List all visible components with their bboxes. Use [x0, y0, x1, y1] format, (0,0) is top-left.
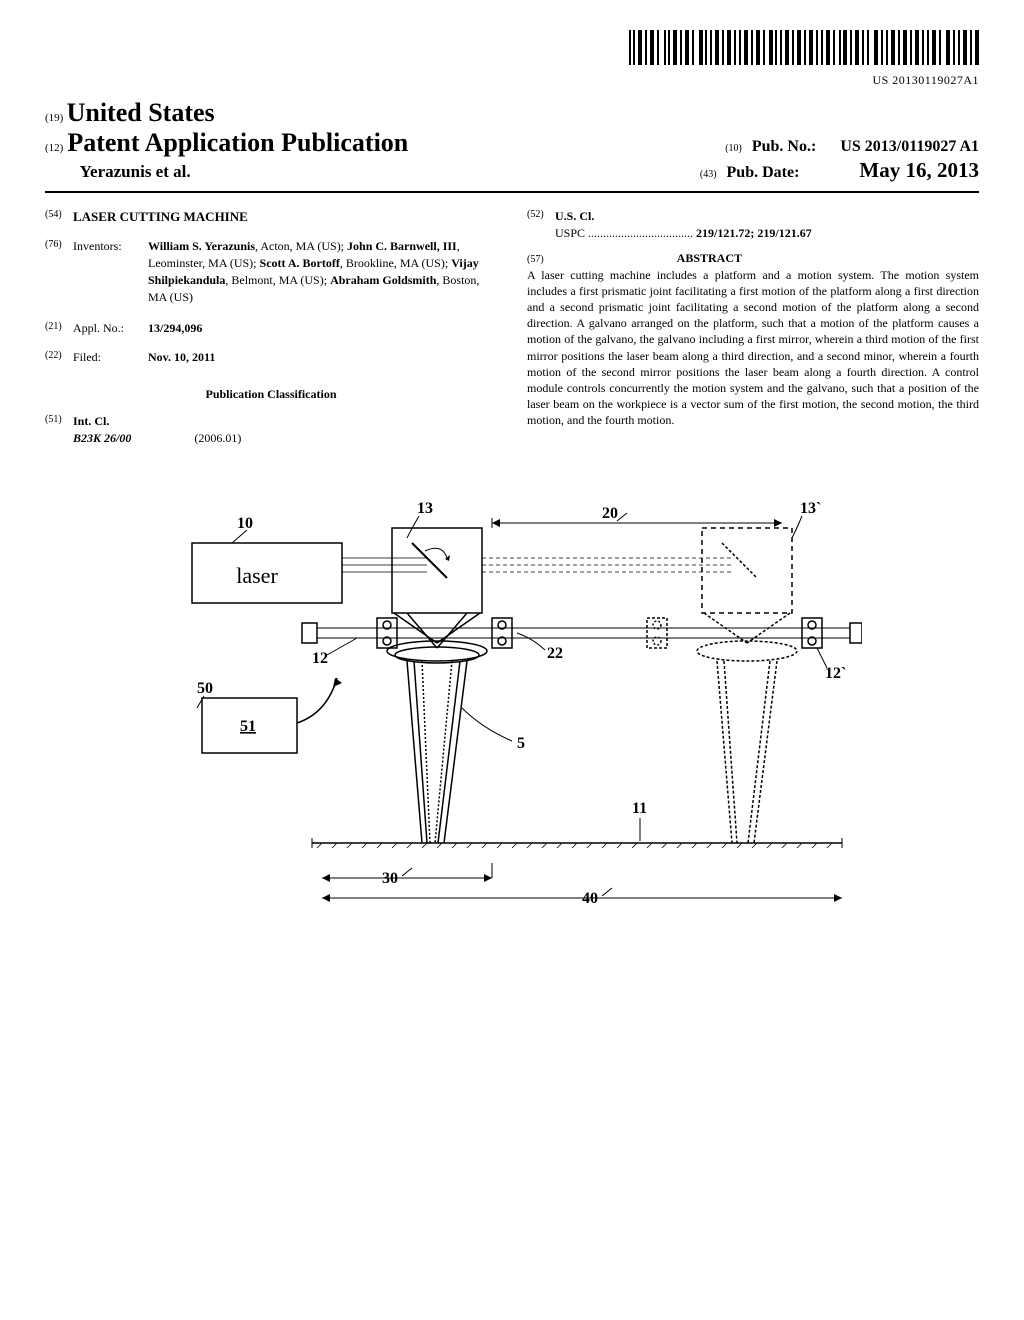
- appl-no: 13/294,096: [148, 320, 497, 337]
- svg-text:13`: 13`: [800, 500, 821, 517]
- barcode-image: [629, 30, 979, 70]
- svg-text:12: 12: [312, 650, 328, 667]
- num-19: (19): [45, 112, 63, 124]
- svg-text:13: 13: [417, 500, 433, 517]
- svg-text:12`: 12`: [825, 665, 846, 682]
- abstract-label: ABSTRACT: [677, 251, 742, 265]
- author-names: Yerazunis et al.: [80, 162, 191, 181]
- header-divider: [45, 191, 979, 193]
- pub-no-label: Pub. No.:: [752, 138, 816, 155]
- svg-text:10: 10: [237, 515, 253, 532]
- patent-title: LASER CUTTING MACHINE: [73, 208, 248, 226]
- num-22: (22): [45, 349, 73, 366]
- svg-text:51: 51: [240, 718, 256, 735]
- svg-text:22: 22: [547, 645, 563, 662]
- pub-date-label: Pub. Date:: [727, 164, 800, 181]
- svg-text:laser: laser: [236, 563, 278, 588]
- num-10: (10): [725, 143, 742, 154]
- classification-header: Publication Classification: [45, 386, 497, 403]
- pub-no: US 2013/0119027 A1: [840, 138, 979, 155]
- uspc-label: USPC: [555, 226, 585, 240]
- header-section: (19) United States (12) Patent Applicati…: [45, 98, 979, 183]
- num-12: (12): [45, 142, 63, 154]
- num-52: (52): [527, 208, 555, 242]
- num-21: (21): [45, 320, 73, 337]
- filed-label: Filed:: [73, 349, 148, 366]
- inventors-list: William S. Yerazunis, Acton, MA (US); Jo…: [148, 238, 497, 305]
- uspc-codes: 219/121.72; 219/121.67: [696, 226, 812, 240]
- appl-label: Appl. No.:: [73, 320, 148, 337]
- svg-text:20: 20: [602, 505, 618, 522]
- patent-figure: laser 10 13 20: [162, 483, 862, 933]
- barcode-section: US 20130119027A1: [45, 30, 979, 88]
- svg-text:5: 5: [517, 735, 525, 752]
- num-51: (51): [45, 413, 73, 447]
- num-57: (57): [527, 254, 544, 265]
- inventors-label: Inventors:: [73, 238, 148, 305]
- figure-section: laser 10 13 20: [45, 483, 979, 938]
- us-cl-label: U.S. Cl.: [555, 208, 979, 225]
- publication-type: Patent Application Publication: [67, 128, 408, 158]
- abstract-text: A laser cutting machine includes a platf…: [527, 267, 979, 429]
- int-cl-label: Int. Cl.: [73, 413, 497, 430]
- pub-date: May 16, 2013: [859, 158, 979, 182]
- content-columns: (54) LASER CUTTING MACHINE (76) Inventor…: [45, 208, 979, 458]
- num-54: (54): [45, 208, 73, 226]
- int-cl-year: (2006.01): [194, 431, 241, 445]
- num-43: (43): [700, 169, 717, 180]
- right-column: (52) U.S. Cl. USPC .....................…: [527, 208, 979, 458]
- int-cl-code: B23K 26/00: [73, 431, 131, 445]
- svg-text:11: 11: [632, 800, 647, 817]
- svg-text:50: 50: [197, 680, 213, 697]
- filed-date: Nov. 10, 2011: [148, 349, 497, 366]
- num-76: (76): [45, 238, 73, 305]
- left-column: (54) LASER CUTTING MACHINE (76) Inventor…: [45, 208, 497, 458]
- country-name: United States: [67, 98, 215, 127]
- barcode-text: US 20130119027A1: [45, 73, 979, 88]
